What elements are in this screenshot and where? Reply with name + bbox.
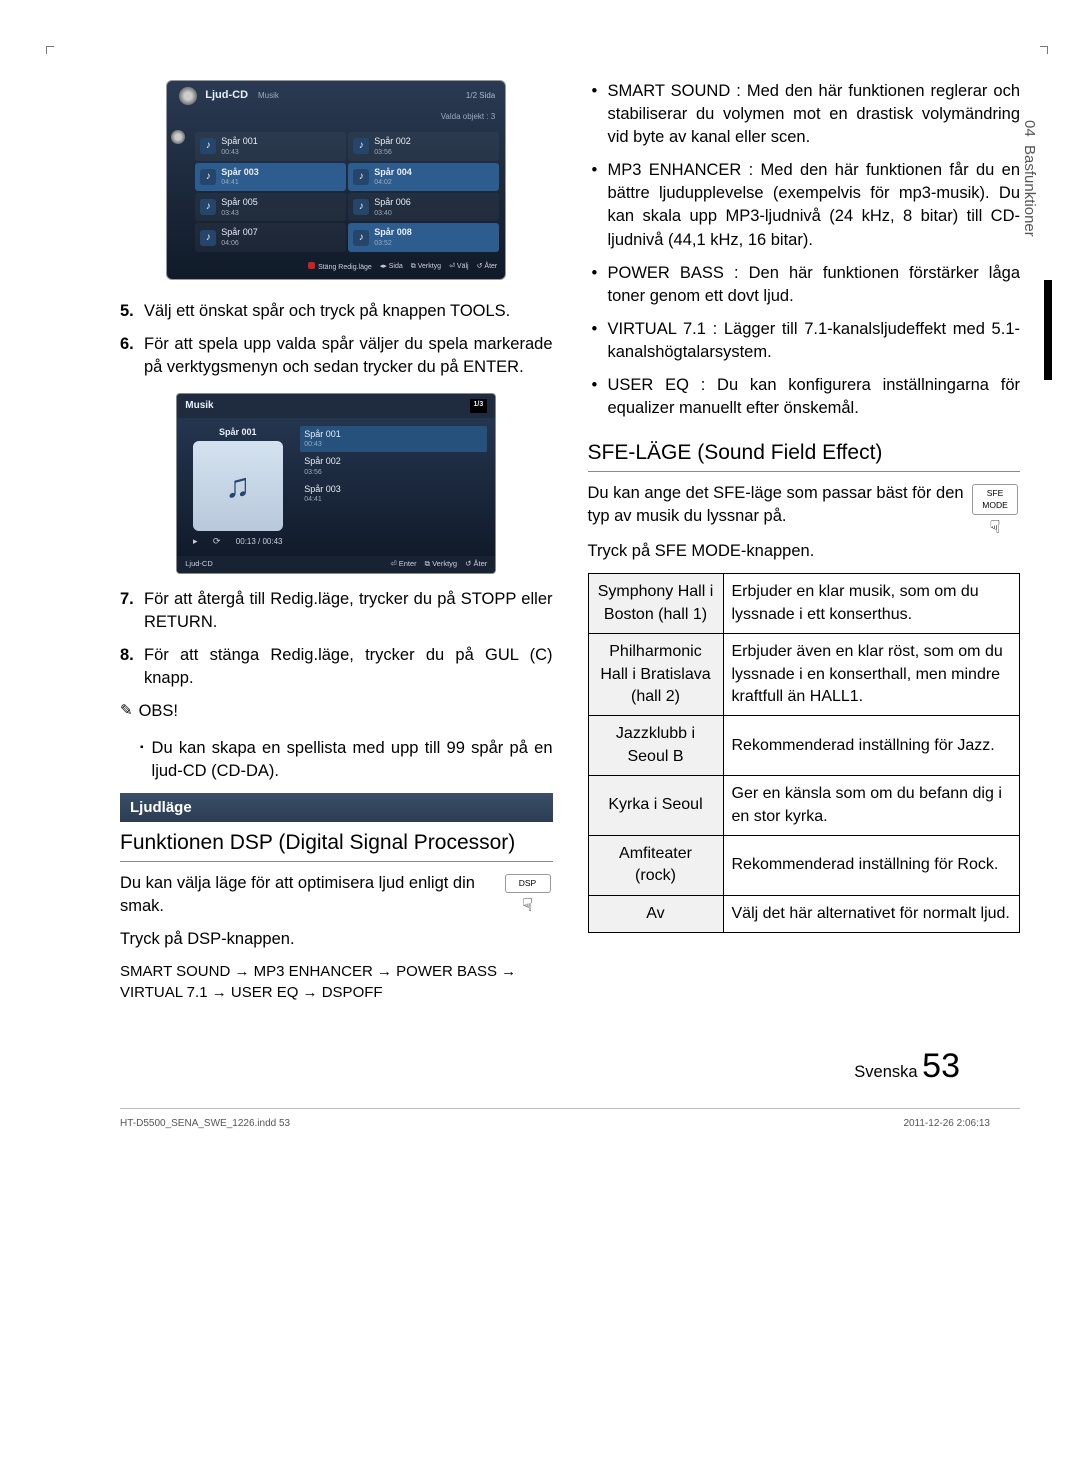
sfe-button-icon: SFE MODE ☟ <box>972 484 1018 537</box>
page-number: Svenska 53 <box>120 1043 1020 1091</box>
track-cell: ♪Spår 00704:06 <box>195 223 346 251</box>
side-marker <box>1044 280 1052 380</box>
dsp-desc: Du kan välja läge för att optimisera lju… <box>120 872 553 918</box>
track-cell: ♪Spår 00503:43 <box>195 193 346 221</box>
track-cell: ♪Spår 00803:52 <box>348 223 499 251</box>
repeat-icon: ⟳ <box>213 535 221 548</box>
track-cell: ♪Spår 00203:56 <box>348 132 499 160</box>
feature-item: SMART SOUND : Med den här funktionen reg… <box>592 80 1021 149</box>
screenshot-music-player: Musik1/3 Spår 001 ♫ ▸ ⟳ 00:13 / 00:43 Sp… <box>176 393 496 574</box>
sfe-desc: Du kan ange det SFE-läge som passar bäst… <box>588 482 1021 528</box>
track-cell: ♪Spår 00603:40 <box>348 193 499 221</box>
dsp-instruction: Tryck på DSP-knappen. <box>120 928 553 951</box>
music-icon: ♪ <box>200 230 216 246</box>
playlist-row: Spår 00304:41 <box>300 481 487 507</box>
step-5: Välj ett önskat spår och tryck på knappe… <box>144 300 510 323</box>
disc-icon <box>171 130 185 144</box>
table-row: Philharmonic Hall i Bratislava (hall 2)E… <box>588 634 1020 716</box>
table-row: Jazzklubb i Seoul BRekommenderad inställ… <box>588 716 1020 776</box>
table-row: Kyrka i SeoulGer en känsla som om du bef… <box>588 776 1020 836</box>
hand-icon: ☟ <box>972 518 1018 536</box>
table-row: AvVälj det här alternativet för normalt … <box>588 895 1020 932</box>
footer-meta: HT-D5500_SENA_SWE_1226.indd 532011-12-26… <box>120 1108 1020 1131</box>
table-row: Symphony Hall i Boston (hall 1)Erbjuder … <box>588 574 1020 634</box>
hand-icon: ☟ <box>505 896 551 914</box>
note-icon: ✎ <box>120 700 133 723</box>
play-icon: ▸ <box>193 535 198 548</box>
screenshot-audio-cd: Ljud-CD Musik 1/2 Sida Valda objekt : 3 … <box>166 80 506 280</box>
feature-list: SMART SOUND : Med den här funktionen reg… <box>592 80 1021 420</box>
step-8: För att stänga Redig.läge, trycker du på… <box>144 644 553 690</box>
music-icon: ♪ <box>200 199 216 215</box>
feature-item: VIRTUAL 7.1 : Lägger till 7.1-kanalsljud… <box>592 318 1021 364</box>
chapter-tab: 04 Basfunktioner <box>1019 120 1040 237</box>
dsp-heading: Funktionen DSP (Digital Signal Processor… <box>120 828 553 861</box>
dsp-chain: SMART SOUND → MP3 ENHANCER → POWER BASS … <box>120 961 553 1003</box>
sfe-instruction: Tryck på SFE MODE-knappen. <box>588 540 1021 563</box>
sfe-heading: SFE-LÄGE (Sound Field Effect) <box>588 438 1021 471</box>
table-row: Amfiteater (rock)Rekommenderad inställni… <box>588 836 1020 896</box>
disc-icon <box>179 87 197 105</box>
track-cell: ♪Spår 00100:43 <box>195 132 346 160</box>
note-block: ✎ OBS! <box>120 700 553 723</box>
music-note-icon: ♫ <box>193 441 283 531</box>
music-icon: ♪ <box>353 230 369 246</box>
playlist-row: Spår 00203:56 <box>300 453 487 479</box>
music-icon: ♪ <box>353 199 369 215</box>
feature-item: USER EQ : Du kan konfigurera inställning… <box>592 374 1021 420</box>
feature-item: MP3 ENHANCER : Med den här funktionen få… <box>592 159 1021 251</box>
music-icon: ♪ <box>200 138 216 154</box>
step-7: För att återgå till Redig.läge, trycker … <box>144 588 553 634</box>
dsp-button-icon: DSP ☟ <box>505 874 551 915</box>
music-icon: ♪ <box>353 138 369 154</box>
screenshot-footer: Stäng Redig.läge ◂▸ Sida ⧉ Verktyg ⏎ Väl… <box>167 258 505 279</box>
sfe-table: Symphony Hall i Boston (hall 1)Erbjuder … <box>588 573 1021 933</box>
note-text: Du kan skapa en spellista med upp till 9… <box>140 737 553 783</box>
step-list: 5.Välj ett önskat spår och tryck på knap… <box>120 300 553 379</box>
music-icon: ♪ <box>200 169 216 185</box>
track-cell: ♪Spår 00304:41 <box>195 163 346 191</box>
step-6: För att spela upp valda spår väljer du s… <box>144 333 553 379</box>
music-icon: ♪ <box>353 169 369 185</box>
track-cell: ♪Spår 00404:02 <box>348 163 499 191</box>
playlist-row: Spår 00100:43 <box>300 426 487 452</box>
step-list-2: 7.För att återgå till Redig.läge, trycke… <box>120 588 553 690</box>
section-bar-sound: Ljudläge <box>120 793 553 822</box>
feature-item: POWER BASS : Den här funktionen förstärk… <box>592 262 1021 308</box>
